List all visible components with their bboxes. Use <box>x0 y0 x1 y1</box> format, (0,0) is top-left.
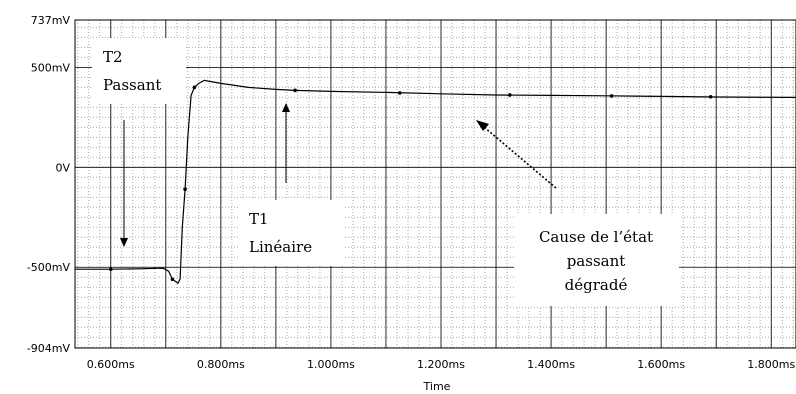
annotation-cause-line1: Cause de l’état <box>539 228 653 246</box>
data-point <box>183 187 187 192</box>
data-point <box>293 88 297 93</box>
x-tick-label: 1.000ms <box>307 358 355 371</box>
data-point <box>397 91 402 95</box>
data-point <box>192 85 197 90</box>
arrow-t1-up-head <box>282 103 290 112</box>
y-tick-label: 500mV <box>31 61 71 74</box>
x-tick-label: 0.800ms <box>197 358 245 371</box>
x-tick-label: 1.200ms <box>417 358 465 371</box>
y-tick-label: 737mV <box>31 14 71 27</box>
y-tick-label: 0V <box>55 161 70 174</box>
data-point <box>108 267 113 272</box>
arrow-t2-down-head <box>120 238 128 247</box>
annotation-t1-line1: T1 <box>249 210 269 228</box>
arrow-cause-dotted-head <box>476 120 489 131</box>
annotation-t1-box <box>238 200 344 266</box>
y-tick-label: -904mV <box>27 342 71 355</box>
annotation-cause-line2: passant <box>567 252 626 270</box>
data-point <box>508 93 512 97</box>
annotation-t2-box <box>92 38 186 104</box>
x-tick-label: 1.400ms <box>527 358 575 371</box>
series-layer <box>75 79 796 285</box>
annotation-t2-line2: Passant <box>103 76 161 94</box>
series-line <box>75 79 796 285</box>
data-point <box>708 94 713 99</box>
annotation-t2-line1: T2 <box>103 48 123 66</box>
annotation-cause-line3: dégradé <box>565 276 628 294</box>
x-tick-label: 1.800ms <box>747 358 795 371</box>
y-tick-labels: 737mV 500mV 0V -500mV -904mV <box>27 14 71 355</box>
data-point <box>609 94 614 98</box>
annotation-cause: Cause de l’état passant dégradé <box>514 214 679 306</box>
annotation-t2: T2 Passant <box>92 38 186 104</box>
annotation-t1: T1 Linéaire <box>238 200 344 266</box>
y-tick-label: -500mV <box>27 261 71 274</box>
x-tick-labels: 0.600ms 0.800ms 1.000ms 1.200ms 1.400ms 1.600… <box>87 358 796 371</box>
x-axis-label: Time <box>423 380 451 393</box>
plot-frame <box>74 19 796 349</box>
annotation-t1-line2: Linéaire <box>249 238 312 256</box>
data-point <box>170 277 175 282</box>
x-tick-label: 1.600ms <box>637 358 685 371</box>
annotation-cause-box <box>514 214 679 306</box>
annotation-arrows <box>120 103 557 247</box>
x-tick-label: 0.600ms <box>87 358 135 371</box>
